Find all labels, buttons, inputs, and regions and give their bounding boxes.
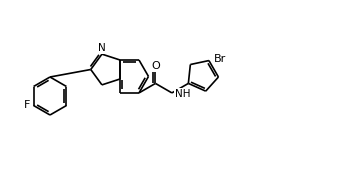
Text: NH: NH [175,89,190,99]
Text: N: N [98,43,106,53]
Text: Br: Br [214,54,226,64]
Text: F: F [24,101,31,111]
Text: O: O [151,61,160,71]
